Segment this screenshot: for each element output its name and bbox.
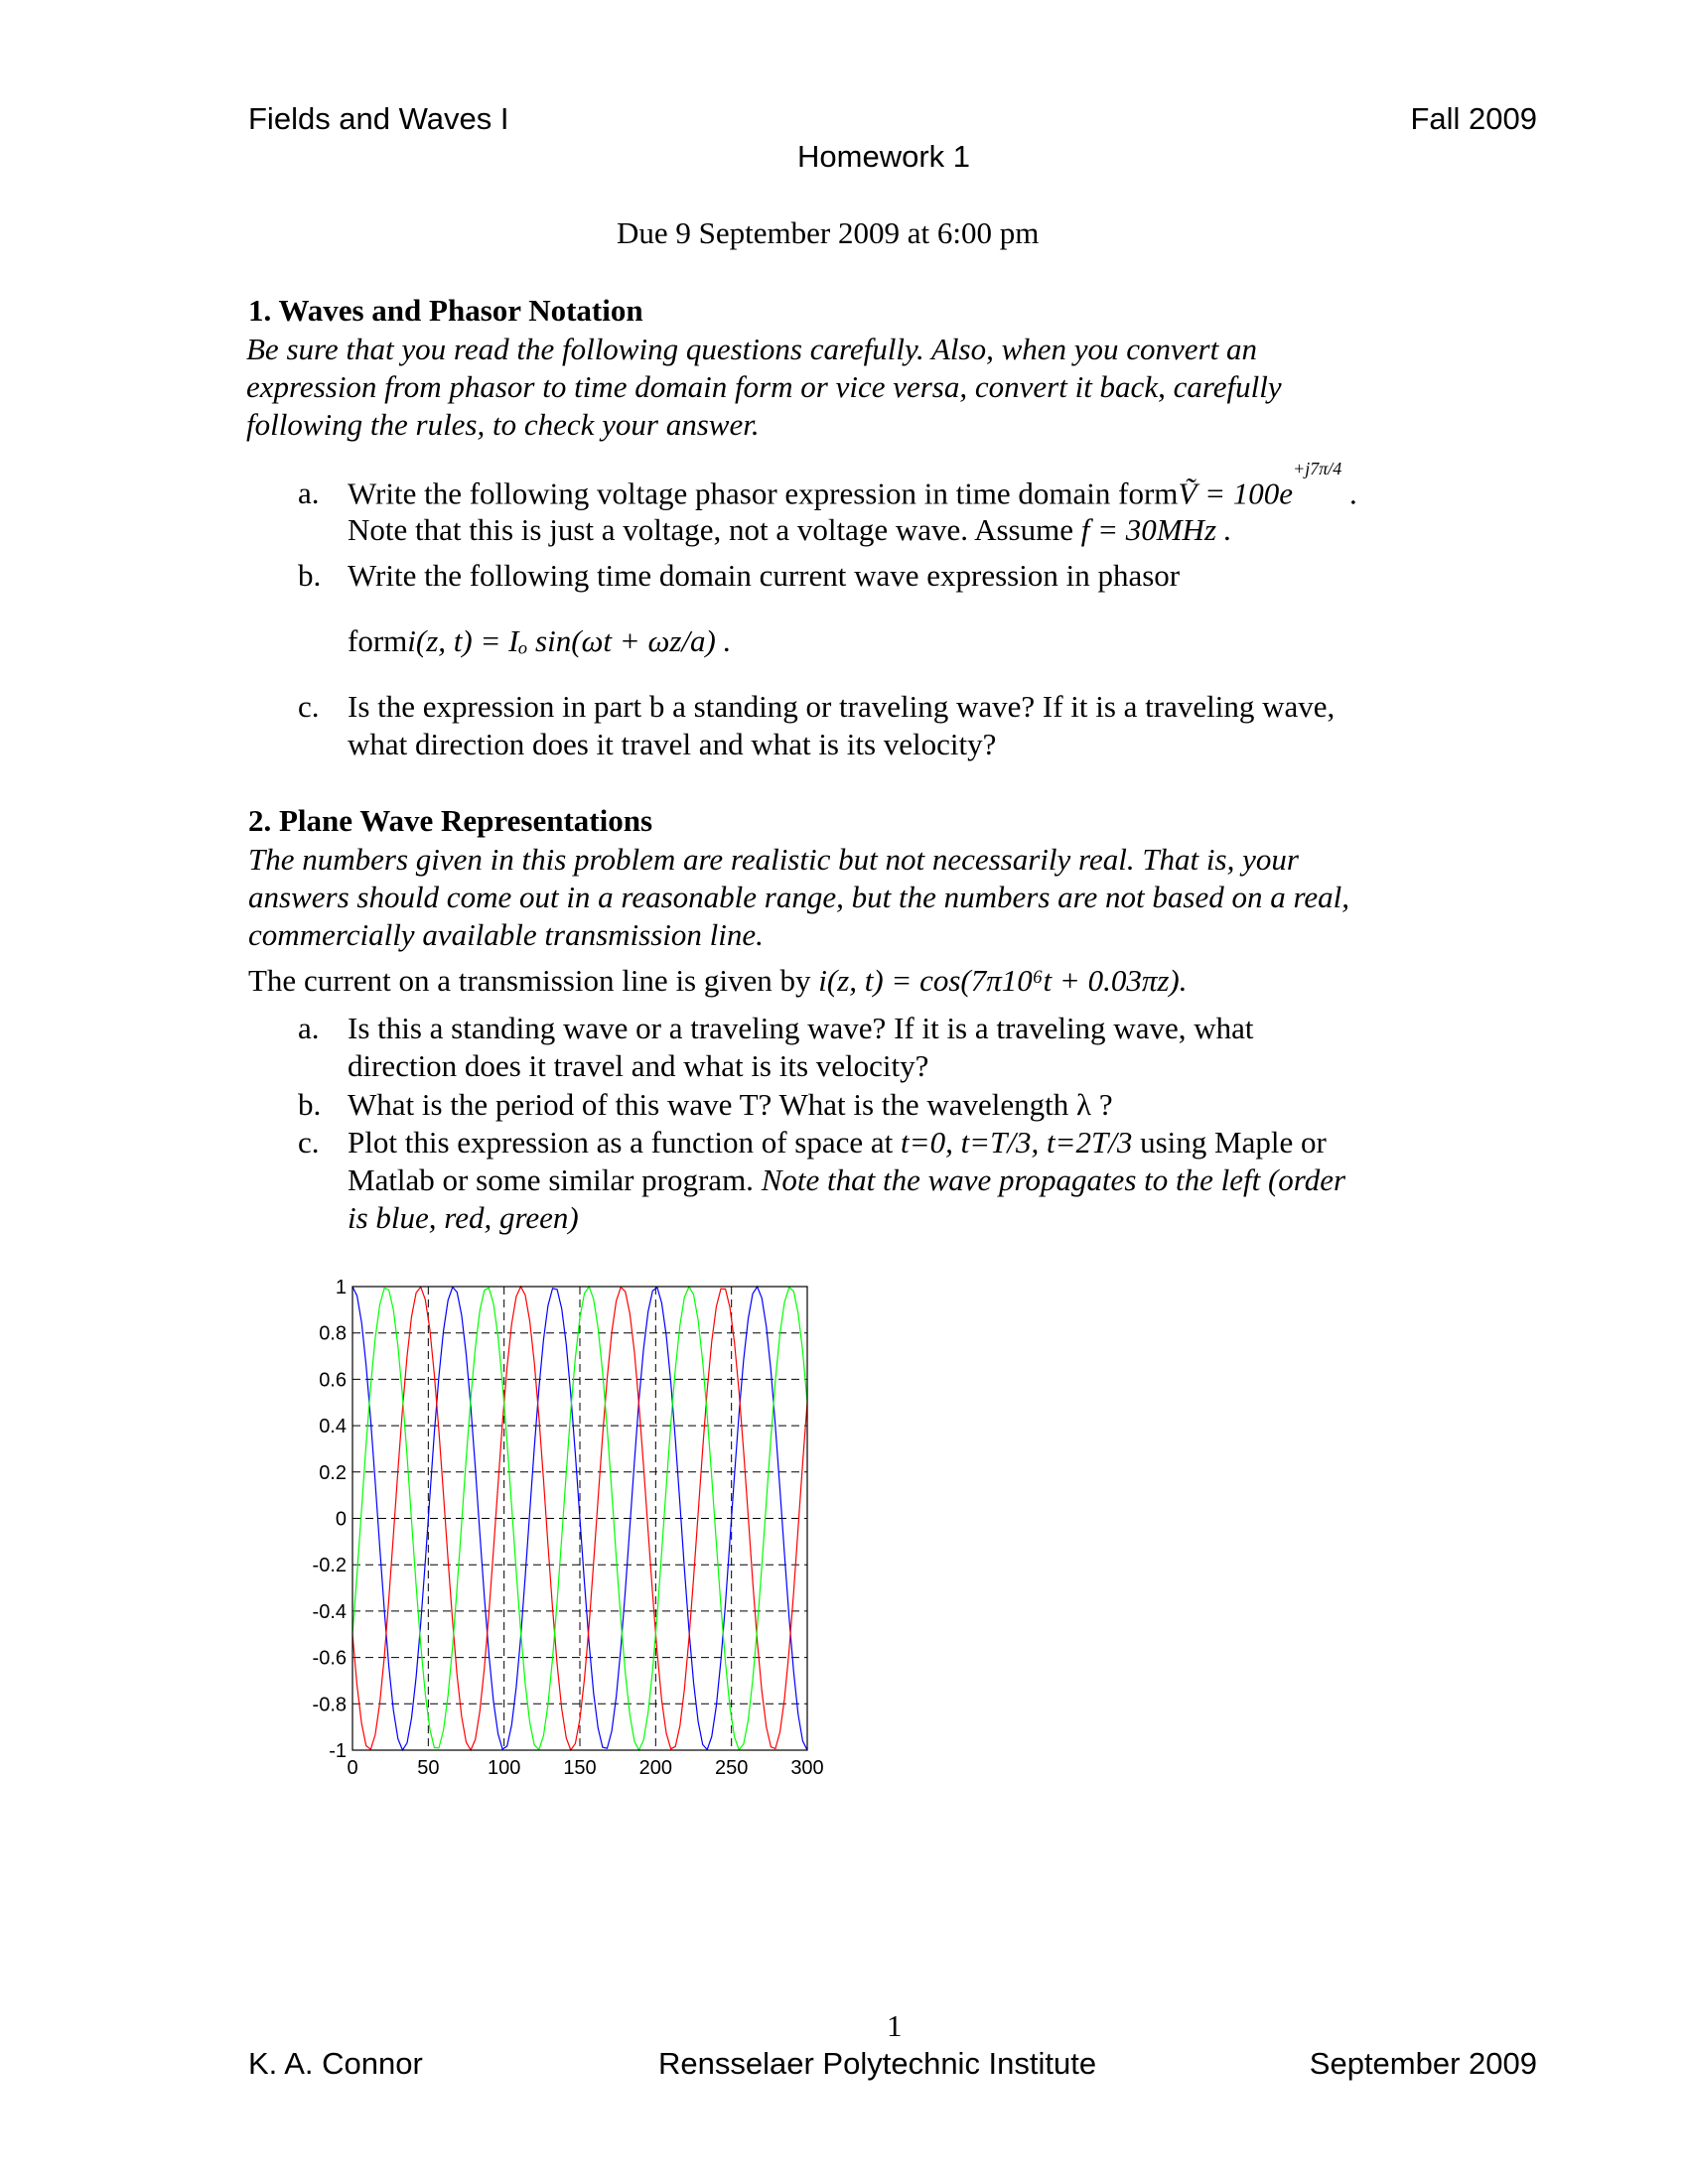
footer-author: K. A. Connor <box>248 2046 423 2081</box>
y-tick-label: 0.2 <box>319 1462 347 1484</box>
item-marker: a. <box>298 1011 320 1045</box>
wave-equation: i(z, t) = cos(7π10⁶t + 0.03πz). <box>818 963 1188 998</box>
y-tick-label: 0 <box>336 1509 347 1531</box>
s1-a-text: Write the following voltage phasor expre… <box>348 459 1357 511</box>
x-tick-label: 100 <box>488 1757 520 1779</box>
exponent: +j7π/4 <box>1293 459 1342 478</box>
phasor-equation: Ṽ = 100e <box>1178 476 1294 511</box>
y-tick-label: 0.4 <box>319 1416 347 1437</box>
s1-c-text: Is the expression in part b a standing o… <box>348 689 1336 724</box>
y-tick-label: -0.6 <box>313 1648 347 1670</box>
y-tick-label: -0.8 <box>313 1694 347 1715</box>
y-tick-label: 1 <box>336 1277 347 1298</box>
s2-a-text: Is this a standing wave or a traveling w… <box>348 1011 1254 1045</box>
course-name: Fields and Waves I <box>248 101 509 136</box>
s2-c-text: is blue, red, green) <box>348 1200 579 1235</box>
y-tick-label: 0.6 <box>319 1369 347 1391</box>
s2-intro: commercially available transmission line… <box>248 917 764 952</box>
page-number: 1 <box>887 2008 903 2043</box>
x-tick-label: 300 <box>790 1757 823 1779</box>
item-marker: a. <box>298 476 320 510</box>
series-line-2 <box>352 1285 808 1752</box>
s1-intro: following the rules, to check your answe… <box>246 407 760 442</box>
s1-b-text: Write the following time domain current … <box>348 558 1181 593</box>
s2-c-text: Plot this expression as a function of sp… <box>348 1125 1327 1160</box>
x-tick-label: 250 <box>715 1757 748 1779</box>
page-title: Homework 1 <box>797 139 970 174</box>
x-tick-label: 0 <box>347 1757 357 1779</box>
s1-c-text: what direction does it travel and what i… <box>348 727 997 761</box>
due-date: Due 9 September 2009 at 6:00 pm <box>617 215 1040 250</box>
section-2-heading: 2. Plane Wave Representations <box>248 803 653 838</box>
s2-b-text: What is the period of this wave T? What … <box>348 1087 1113 1122</box>
footer-date: September 2009 <box>1309 2046 1537 2081</box>
y-tick-label: -1 <box>329 1740 347 1762</box>
plot-frame <box>352 1286 808 1751</box>
item-marker: c. <box>298 689 320 724</box>
item-marker: b. <box>298 558 322 593</box>
y-tick-label: -0.2 <box>313 1555 347 1576</box>
current-equation: i(z, t) = Iₒ sin(ωt + ωz/a) . <box>407 623 732 658</box>
y-tick-label: 0.8 <box>319 1323 347 1345</box>
series-line-1 <box>352 1285 808 1752</box>
s1-intro: expression from phasor to time domain fo… <box>246 369 1282 404</box>
item-marker: b. <box>298 1087 322 1122</box>
term: Fall 2009 <box>1410 101 1537 136</box>
s2-a-text: direction does it travel and what is its… <box>348 1048 929 1083</box>
y-tick-label: -0.4 <box>313 1601 347 1623</box>
x-tick-label: 200 <box>639 1757 672 1779</box>
item-marker: c. <box>298 1125 320 1160</box>
frequency: f = 30MHz . <box>1080 512 1232 547</box>
s2-intro: The numbers given in this problem are re… <box>248 842 1299 877</box>
x-tick-label: 150 <box>563 1757 596 1779</box>
x-tick-label: 50 <box>417 1757 439 1779</box>
series-line-0 <box>352 1285 808 1752</box>
s2-intro: answers should come out in a reasonable … <box>248 880 1350 914</box>
s1-intro: Be sure that you read the following ques… <box>246 332 1257 366</box>
footer-institution: Rensselaer Polytechnic Institute <box>658 2046 1097 2081</box>
section-1-heading: 1. Waves and Phasor Notation <box>248 293 643 328</box>
